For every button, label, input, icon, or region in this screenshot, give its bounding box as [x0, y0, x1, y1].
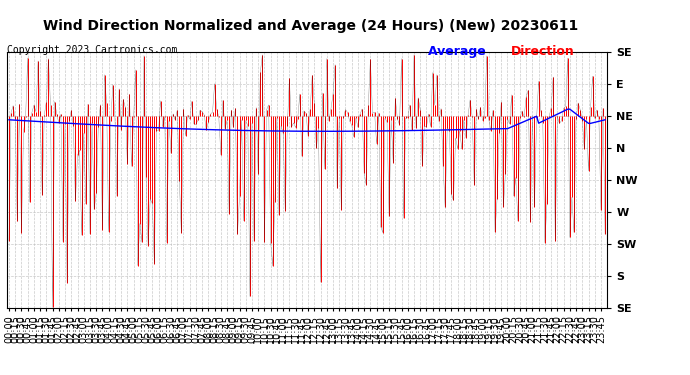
- Text: Wind Direction Normalized and Average (24 Hours) (New) 20230611: Wind Direction Normalized and Average (2…: [43, 19, 578, 33]
- Text: Copyright 2023 Cartronics.com: Copyright 2023 Cartronics.com: [7, 45, 177, 55]
- Text: Average: Average: [428, 45, 490, 58]
- Text: Direction: Direction: [511, 45, 574, 58]
